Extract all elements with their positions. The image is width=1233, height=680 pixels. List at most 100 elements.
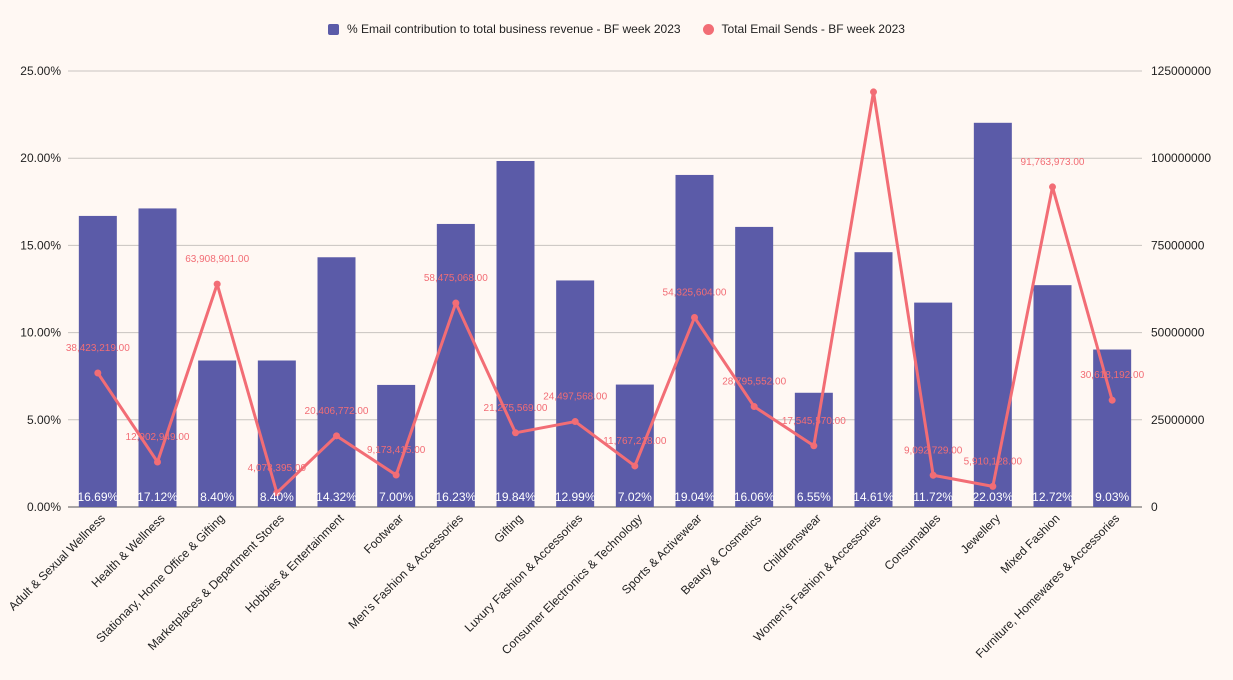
- bar: [556, 280, 595, 507]
- bar: [496, 160, 535, 507]
- y-right-tick-label: 100000000: [1151, 151, 1211, 165]
- line-point: [333, 432, 340, 440]
- line-point: [1108, 396, 1116, 404]
- bar-data-label: 8.40%: [260, 490, 294, 504]
- bar-data-label: 16.23%: [435, 490, 476, 504]
- line-point: [154, 458, 161, 466]
- line-data-label: 21,275,569.00: [484, 403, 548, 414]
- bar-data-label: 16.69%: [77, 490, 118, 504]
- x-tick-label: Gifting: [491, 511, 525, 545]
- line-data-label: 11,767,218.00: [603, 436, 667, 447]
- line-data-label: 63,908,901.00: [185, 254, 249, 265]
- legend-swatch-bar: [328, 23, 340, 35]
- x-tick-label: Hobbies & Entertainment: [242, 511, 347, 616]
- bar: [257, 360, 296, 507]
- line-point: [870, 88, 877, 96]
- series-line: [96, 90, 1114, 495]
- bar-data-label: 16.06%: [734, 490, 775, 504]
- x-tick-label: Mixed Fashion: [998, 511, 1063, 576]
- bar-data-label: 8.40%: [200, 490, 234, 504]
- y-right-tick-label: 25000000: [1151, 413, 1205, 427]
- line-data-label: 54,325,604.00: [663, 288, 727, 299]
- line-point: [1049, 183, 1056, 191]
- y-left-tick-label: 25.00%: [20, 64, 61, 78]
- y-left-tick-label: 5.00%: [27, 413, 61, 427]
- bar-data-label: 11.72%: [913, 490, 953, 504]
- bar: [735, 226, 774, 507]
- bar-data-label: 7.00%: [379, 490, 413, 504]
- bar: [377, 384, 416, 507]
- bar-data-label: 17.12%: [137, 490, 178, 504]
- bar: [615, 384, 654, 507]
- line-data-label: 30,618,192.00: [1080, 370, 1144, 381]
- line-data-label: 17,545,570.00: [782, 416, 846, 427]
- y-left-tick-label: 10.00%: [20, 326, 61, 340]
- legend-item-revenue-share[interactable]: % Email contribution to total business r…: [328, 22, 681, 36]
- bar-data-label: 22.03%: [972, 490, 1013, 504]
- line-point: [691, 314, 698, 322]
- x-tick-label: Childrenswear: [760, 511, 824, 575]
- line-data-label: 20,406,772.00: [305, 406, 369, 417]
- x-tick-label: Jewellery: [958, 511, 1003, 556]
- bar: [436, 223, 475, 508]
- line-point: [989, 482, 997, 490]
- bar-data-label: 12.99%: [555, 490, 596, 504]
- line-point: [273, 489, 281, 497]
- bar: [317, 257, 356, 507]
- bar-data-label: 19.04%: [674, 490, 715, 504]
- bar: [78, 215, 117, 508]
- line-point: [571, 418, 579, 426]
- legend-item-email-sends[interactable]: Total Email Sends - BF week 2023: [702, 22, 905, 36]
- y-left-tick-label: 20.00%: [20, 151, 61, 165]
- line-point: [750, 403, 758, 411]
- y-right-tick-label: 75000000: [1151, 238, 1205, 252]
- line-point: [213, 280, 221, 288]
- bar-data-label: 7.02%: [618, 490, 652, 504]
- bar: [1033, 285, 1072, 507]
- x-tick-label: Adult & Sexual Wellness: [6, 511, 108, 613]
- line-point: [929, 471, 937, 479]
- chart-legend: % Email contribution to total business r…: [0, 22, 1233, 36]
- bar-data-label: 14.61%: [853, 490, 894, 504]
- line-data-label: 38,423,219.00: [66, 343, 130, 354]
- line-point: [631, 462, 639, 470]
- x-tick-label: Women's Fashion & Accessories: [751, 511, 884, 644]
- line-data-label: 12,902,949.00: [126, 432, 190, 443]
- y-right-tick-label: 0: [1151, 500, 1158, 514]
- bar-data-label: 19.84%: [495, 490, 536, 504]
- bar: [973, 122, 1012, 507]
- line-data-label: 28,795,552.00: [722, 377, 786, 388]
- y-left-tick-label: 0.00%: [27, 500, 61, 514]
- y-left-tick-label: 15.00%: [20, 238, 61, 252]
- x-tick-label: Men's Fashion & Accessories: [345, 511, 465, 631]
- bar-data-label: 14.32%: [316, 490, 357, 504]
- line-point: [810, 442, 818, 450]
- y-right-tick-label: 50000000: [1151, 326, 1205, 340]
- legend-label-email-sends: Total Email Sends - BF week 2023: [721, 22, 905, 36]
- line-data-label: 4,078,395.00: [248, 463, 307, 474]
- line-point: [392, 471, 400, 479]
- line-data-label: 24,497,568.00: [543, 392, 607, 403]
- x-tick-label: Consumables: [882, 511, 944, 573]
- bar: [794, 392, 833, 507]
- line-data-label: 5,910,128.00: [964, 456, 1023, 467]
- line-point: [94, 369, 102, 377]
- bar: [138, 208, 177, 508]
- legend-swatch-line: [702, 23, 714, 35]
- bar: [854, 252, 893, 507]
- line-data-label: 9,173,415.00: [367, 445, 426, 456]
- bar: [198, 360, 237, 507]
- bar: [1093, 349, 1132, 507]
- x-tick-label: Luxury Fashion & Accessories: [462, 511, 586, 635]
- line-data-label: 91,763,973.00: [1021, 157, 1085, 168]
- bar: [675, 174, 714, 508]
- line-data-label: 9,092,729.00: [904, 445, 963, 456]
- x-tick-label: Stationary, Home Office & Gifting: [93, 511, 227, 645]
- line-point: [512, 429, 519, 437]
- legend-label-revenue-share: % Email contribution to total business r…: [347, 22, 681, 36]
- x-tick-label: Footwear: [361, 511, 406, 556]
- line-data-label: 58,475,068.00: [424, 273, 488, 284]
- line-point: [452, 299, 460, 307]
